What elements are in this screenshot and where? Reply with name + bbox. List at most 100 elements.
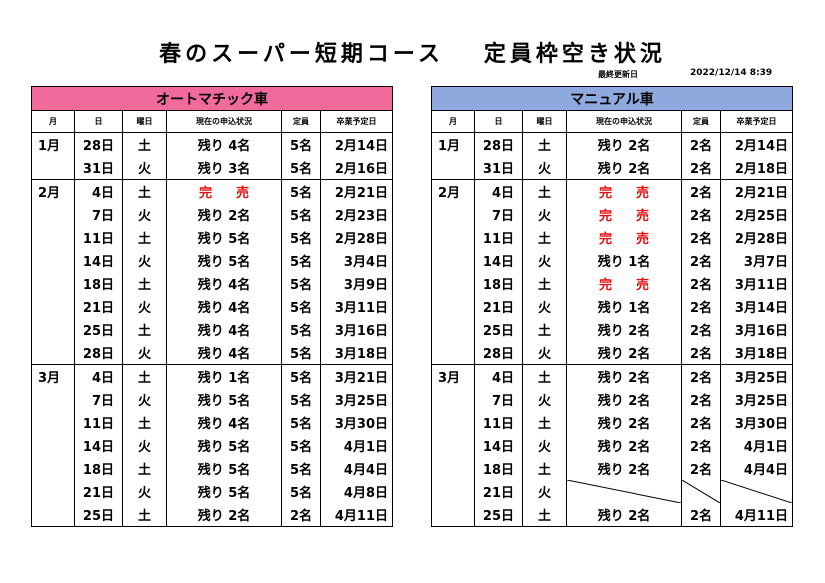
month-cell: 2月 [31, 179, 75, 203]
day-cell: 14日 [474, 249, 523, 272]
capacity-cell: 5名 [281, 226, 321, 249]
month-cell [431, 457, 475, 480]
graduation-date-cell: 2月18日 [720, 156, 793, 180]
table-row: 2月 4日土 完売 5名 2月21日 [31, 179, 393, 203]
graduation-date-cell: 4月1日 [720, 434, 793, 457]
month-cell [431, 203, 475, 226]
day-cell: 21日 [474, 480, 523, 503]
graduation-date-cell: 3月16日 [320, 318, 393, 341]
table-row: 7日火 完売 2名 2月25日 [431, 203, 793, 226]
month-cell [31, 272, 75, 295]
status-cell: 残り 2名 [566, 132, 682, 156]
weekday-cell: 火 [122, 341, 167, 365]
column-header-day: 日 [474, 110, 523, 133]
weekday-cell: 火 [122, 156, 167, 180]
month-cell [431, 226, 475, 249]
capacity-cell: 5名 [281, 364, 321, 388]
weekday-cell: 土 [122, 179, 167, 203]
capacity-cell: 5名 [281, 388, 321, 411]
month-cell [431, 249, 475, 272]
day-cell: 18日 [74, 457, 123, 480]
month-cell: 3月 [431, 364, 475, 388]
month-cell [31, 226, 75, 249]
capacity-cell: 2名 [681, 295, 721, 318]
day-cell: 18日 [474, 272, 523, 295]
graduation-date-cell [720, 480, 793, 503]
day-cell: 11日 [474, 226, 523, 249]
capacity-cell: 5名 [281, 272, 321, 295]
status-cell [566, 480, 682, 503]
table-row: 31日火残り 3名 5名 2月16日 [31, 156, 393, 180]
graduation-date-cell: 2月14日 [720, 132, 793, 156]
table-row: 3月 4日土残り 1名 5名 3月21日 [31, 364, 393, 388]
table-row: 3月 4日土残り 2名 2名 3月25日 [431, 364, 793, 388]
month-cell [431, 411, 475, 434]
day-cell: 31日 [474, 156, 523, 180]
month-cell [431, 480, 475, 503]
table-row: 31日火残り 2名 2名 2月18日 [431, 156, 793, 180]
status-cell: 残り 3名 [166, 156, 282, 180]
column-header-status: 現在の申込状況 [166, 110, 282, 133]
status-cell: 残り 2名 [566, 411, 682, 434]
capacity-cell: 2名 [681, 318, 721, 341]
weekday-cell: 土 [522, 457, 567, 480]
capacity-cell: 2名 [681, 249, 721, 272]
graduation-date-cell: 4月4日 [720, 457, 793, 480]
weekday-cell: 土 [522, 503, 567, 527]
month-cell [31, 480, 75, 503]
month-cell [431, 503, 475, 527]
status-cell: 残り 4名 [166, 132, 282, 156]
graduation-date-cell: 3月9日 [320, 272, 393, 295]
day-cell: 4日 [474, 364, 523, 388]
status-cell: 残り 5名 [166, 226, 282, 249]
graduation-date-cell: 3月14日 [720, 295, 793, 318]
page-title: 春のスーパー短期コース 定員枠空き状況 [0, 36, 825, 68]
table-row: 14日火残り 5名 5名 3月4日 [31, 249, 393, 272]
manual-panel-title: マニュアル車 [431, 86, 793, 111]
month-cell [31, 203, 75, 226]
capacity-cell: 2名 [681, 203, 721, 226]
column-header-graduation: 卒業予定日 [320, 110, 393, 133]
weekday-cell: 土 [522, 272, 567, 295]
status-cell: 残り 5名 [166, 388, 282, 411]
table-row: 18日土残り 4名 5名 3月9日 [31, 272, 393, 295]
column-header-capacity: 定員 [281, 110, 321, 133]
graduation-date-cell: 4月11日 [320, 503, 393, 527]
table-row: 11日土残り 4名 5名 3月30日 [31, 411, 393, 434]
weekday-cell: 土 [122, 226, 167, 249]
graduation-date-cell: 3月25日 [320, 388, 393, 411]
capacity-cell: 5名 [281, 341, 321, 365]
month-cell [431, 272, 475, 295]
manual-table-body: 1月 28日土残り 2名 2名 2月14日 31日火残り 2名 2名 2月18日 2月 4日土完… [431, 132, 793, 527]
month-cell [431, 341, 475, 365]
graduation-date-cell: 4月11日 [720, 503, 793, 527]
status-cell: 残り 2名 [166, 203, 282, 226]
capacity-cell: 2名 [681, 457, 721, 480]
table-row: 14日火残り 5名 5名 4月1日 [31, 434, 393, 457]
table-row: 1月 28日土残り 2名 2名 2月14日 [431, 132, 793, 156]
day-cell: 21日 [74, 480, 123, 503]
graduation-date-cell: 3月7日 [720, 249, 793, 272]
status-cell: 残り 2名 [566, 364, 682, 388]
month-cell [31, 457, 75, 480]
day-cell: 28日 [474, 132, 523, 156]
table-row: 21日火残り 5名 5名 4月8日 [31, 480, 393, 503]
automatic-panel: オートマチック車 月 日 曜日 現在の申込状況 定員 卒業予定日 1月 28日土残… [31, 86, 393, 527]
month-cell [31, 156, 75, 180]
day-cell: 18日 [74, 272, 123, 295]
weekday-cell: 土 [522, 226, 567, 249]
graduation-date-cell: 2月25日 [720, 203, 793, 226]
table-row: 14日火残り 2名 2名 4月1日 [431, 434, 793, 457]
month-cell [31, 434, 75, 457]
weekday-cell: 火 [122, 480, 167, 503]
day-cell: 11日 [74, 411, 123, 434]
title-availability: 定員枠空き状況 [483, 42, 666, 67]
graduation-date-cell: 2月21日 [720, 179, 793, 203]
status-cell: 残り 5名 [166, 457, 282, 480]
month-cell [31, 295, 75, 318]
capacity-cell: 2名 [681, 503, 721, 527]
day-cell: 21日 [74, 295, 123, 318]
status-cell: 残り 4名 [166, 318, 282, 341]
status-cell: 残り 4名 [166, 272, 282, 295]
graduation-date-cell: 3月25日 [720, 364, 793, 388]
